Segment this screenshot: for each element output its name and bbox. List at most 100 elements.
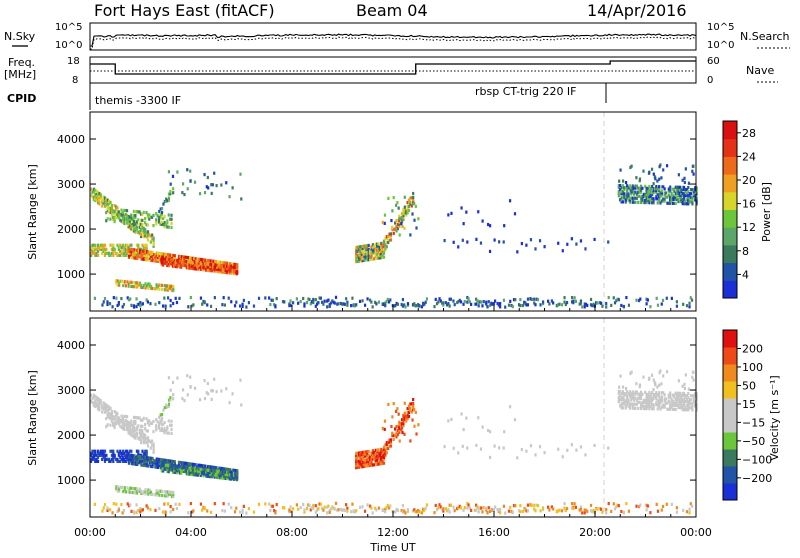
- power-cell: [684, 167, 687, 171]
- power-cell: [98, 192, 101, 196]
- velocity-cell: [502, 446, 505, 450]
- power-cell: [95, 189, 98, 194]
- power-cell: [220, 183, 223, 187]
- velocity-cell: [120, 425, 123, 429]
- power-cell: [134, 230, 137, 234]
- velocity-cell: [367, 453, 370, 458]
- power-cell: [134, 283, 137, 287]
- velocity-cell: [148, 423, 151, 427]
- velocity-cell: [210, 469, 213, 473]
- velocity-cell: [359, 451, 362, 455]
- power-cell: [140, 285, 143, 289]
- velocity-cell: [529, 444, 533, 448]
- velocity-cell: [680, 399, 683, 404]
- power-cell: [141, 285, 144, 290]
- velocity-cell: [439, 505, 442, 509]
- velocity-cell: [134, 456, 138, 460]
- velocity-cell: [687, 408, 690, 412]
- velocity-cell: [373, 463, 376, 467]
- velocity-cell: [162, 460, 165, 464]
- power-cell: [623, 188, 626, 192]
- power-cell: [148, 233, 151, 237]
- power-cell: [131, 217, 134, 221]
- power-cell: [687, 200, 690, 204]
- power-cell: [676, 189, 679, 193]
- power-cell: [656, 197, 659, 201]
- velocity-cell: [169, 464, 172, 468]
- velocity-cell: [188, 468, 191, 472]
- power-cell: [355, 256, 358, 260]
- power-cell: [644, 198, 647, 203]
- power-cell: [395, 229, 398, 233]
- velocity-cell: [498, 446, 501, 450]
- power-cell: [223, 270, 226, 274]
- power-cell: [169, 192, 172, 196]
- velocity-cell: [401, 510, 405, 514]
- power-cell: [665, 296, 668, 300]
- velocity-cell: [102, 407, 105, 411]
- velocity-cell: [189, 470, 193, 474]
- velocity-cell: [163, 502, 166, 506]
- velocity-cell: [137, 508, 141, 512]
- power-cell: [123, 251, 126, 255]
- power-cell: [514, 298, 517, 302]
- power-cell: [163, 199, 166, 204]
- power-cell: [207, 262, 211, 266]
- power-ytick-label: 1000: [57, 268, 85, 281]
- power-cell: [207, 268, 211, 273]
- velocity-cell: [155, 493, 158, 497]
- power-cell: [224, 270, 227, 275]
- velocity-cell: [398, 420, 401, 424]
- velocity-cell: [163, 494, 167, 498]
- velocity-cell: [656, 509, 660, 513]
- velocity-cell: [367, 462, 370, 466]
- velocity-cell: [482, 506, 485, 510]
- velocity-cell: [134, 415, 137, 420]
- velocity-cell: [373, 450, 376, 455]
- velocity-cell: [395, 409, 398, 413]
- velocity-cell: [360, 450, 363, 455]
- velocity-cell: [689, 402, 693, 406]
- power-cell: [563, 300, 566, 304]
- velocity-cell: [142, 441, 145, 445]
- power-cell: [620, 192, 623, 196]
- velocity-cell: [167, 398, 171, 402]
- power-cell: [105, 211, 108, 215]
- velocity-cell: [695, 408, 698, 412]
- velocity-cell: [168, 461, 171, 465]
- power-cell: [396, 302, 399, 306]
- velocity-cell: [144, 438, 147, 442]
- power-cell: [525, 303, 528, 307]
- power-cell: [201, 302, 204, 306]
- power-cell: [477, 304, 480, 308]
- power-cell: [141, 222, 144, 227]
- velocity-cell: [677, 379, 680, 383]
- power-cell: [656, 179, 659, 183]
- velocity-cell: [487, 428, 490, 433]
- power-cell: [164, 259, 168, 263]
- velocity-cell: [369, 463, 372, 468]
- power-cell: [152, 213, 155, 218]
- velocity-cell: [411, 418, 414, 422]
- power-cell: [165, 286, 168, 290]
- velocity-cell: [355, 464, 358, 468]
- power-cell: [167, 262, 170, 266]
- velocity-cell: [210, 471, 213, 475]
- power-cell: [138, 283, 142, 287]
- power-cell: [690, 298, 694, 302]
- velocity-cell: [322, 508, 325, 512]
- velocity-cell: [225, 470, 229, 475]
- power-cell: [103, 247, 107, 251]
- power-cell: [137, 252, 140, 257]
- velocity-cell: [623, 394, 626, 398]
- velocity-cell: [648, 396, 651, 401]
- velocity-cell: [191, 462, 194, 466]
- velocity-cell: [101, 509, 104, 513]
- velocity-cell: [211, 389, 214, 393]
- velocity-cell: [692, 378, 695, 382]
- velocity-cell: [392, 433, 395, 437]
- power-cell: [166, 253, 169, 257]
- power-cell: [195, 259, 199, 263]
- power-cell: [186, 168, 189, 172]
